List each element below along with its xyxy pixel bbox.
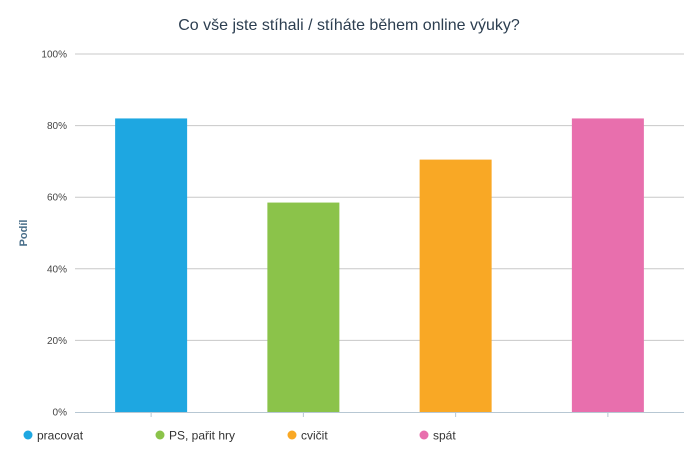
legend-item[interactable]: spát — [419, 429, 457, 443]
bars — [115, 118, 644, 412]
legend-item[interactable]: cvičit — [287, 429, 329, 443]
legend: pracovat PS, pařit hry cvičit spát — [23, 429, 457, 443]
bar-1[interactable] — [115, 118, 188, 412]
x-axis — [75, 412, 684, 417]
legend-label: PS, pařit hry — [169, 429, 235, 443]
legend-swatch — [419, 430, 429, 440]
y-tick-label: 0% — [53, 408, 68, 419]
legend-item[interactable]: PS, pařit hry — [155, 429, 236, 443]
y-axis-label: Podíl — [18, 220, 30, 247]
bar-3[interactable] — [419, 159, 492, 412]
legend-swatch — [155, 430, 165, 440]
legend-swatch — [23, 430, 33, 440]
bar-4[interactable] — [571, 118, 644, 412]
y-tick-label: 60% — [47, 193, 67, 204]
legend-label: spát — [433, 429, 456, 443]
legend-label: cvičit — [301, 429, 328, 443]
legend-swatch — [287, 430, 297, 440]
bar-2[interactable] — [267, 202, 340, 412]
y-tick-label: 40% — [47, 264, 67, 275]
legend-label: pracovat — [37, 429, 84, 443]
y-tick-label: 80% — [47, 121, 67, 132]
y-tick-label: 20% — [47, 336, 67, 347]
chart-title: Co vše jste stíhali / stíháte během onli… — [178, 17, 520, 34]
y-tick-label: 100% — [41, 50, 67, 61]
y-axis-ticks: 0% 20% 40% 60% 80% 100% — [41, 50, 67, 419]
legend-item[interactable]: pracovat — [23, 429, 84, 443]
